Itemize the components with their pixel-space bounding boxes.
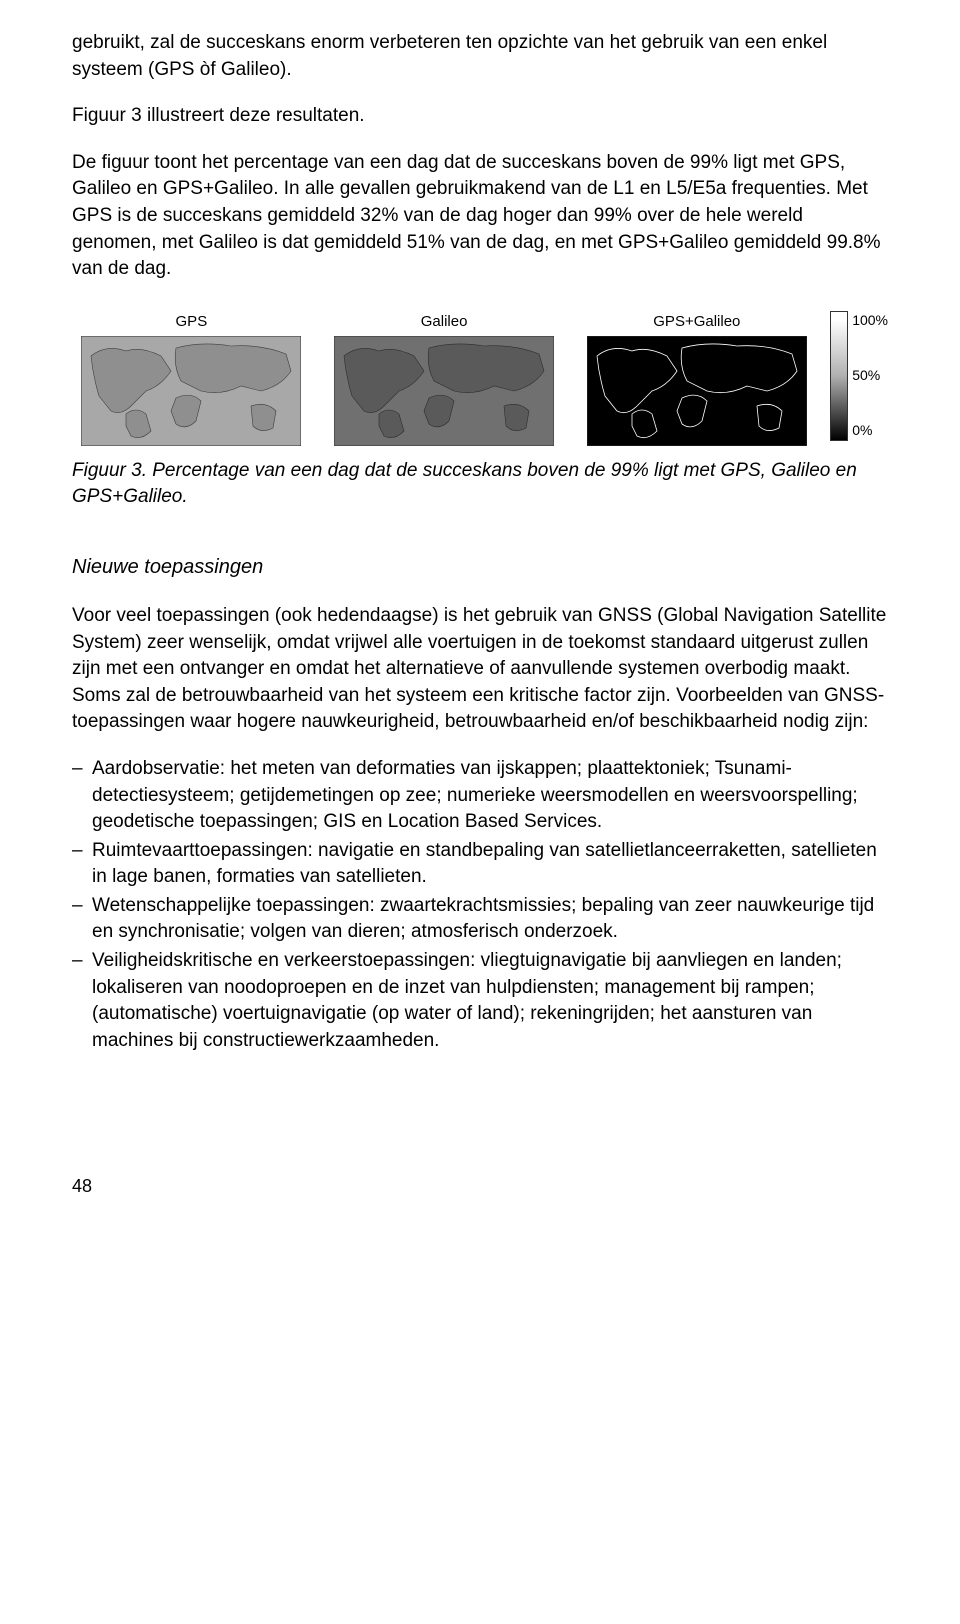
- list-text: Wetenschappelijke toepassingen: zwaartek…: [92, 893, 888, 946]
- scale-tick-mid: 50%: [852, 366, 888, 386]
- map-label-gps-galileo: GPS+Galileo: [653, 311, 740, 332]
- color-scale: 100% 50% 0%: [830, 311, 888, 441]
- map-label-galileo: Galileo: [421, 311, 468, 332]
- figure-3: GPS Galileo: [72, 311, 888, 511]
- list-text: Ruimtevaarttoepassingen: navigatie en st…: [92, 838, 888, 891]
- list-text: Aardobservatie: het meten van deformatie…: [92, 756, 888, 836]
- map-gps-galileo: GPS+Galileo: [577, 311, 816, 446]
- map-svg-gps-galileo: [587, 336, 807, 446]
- map-galileo: Galileo: [325, 311, 564, 446]
- section-intro: Voor veel toepassingen (ook hedendaagse)…: [72, 603, 888, 736]
- scale-tick-bottom: 0%: [852, 421, 888, 441]
- scale-tick-top: 100%: [852, 311, 888, 331]
- page-number: 48: [72, 1174, 888, 1199]
- map-svg-gps: [81, 336, 301, 446]
- scale-bar: [830, 311, 848, 441]
- bullet-dash: –: [72, 893, 92, 920]
- list-text: Veiligheidskritische en verkeerstoepassi…: [92, 948, 888, 1054]
- paragraph-intro-1: gebruikt, zal de succeskans enorm verbet…: [72, 30, 888, 83]
- map-label-gps: GPS: [176, 311, 208, 332]
- list-item: – Veiligheidskritische en verkeerstoepas…: [72, 948, 888, 1054]
- bullet-list: – Aardobservatie: het meten van deformat…: [72, 756, 888, 1055]
- bullet-dash: –: [72, 756, 92, 783]
- map-svg-galileo: [334, 336, 554, 446]
- list-item: – Wetenschappelijke toepassingen: zwaart…: [72, 893, 888, 946]
- list-item: – Aardobservatie: het meten van deformat…: [72, 756, 888, 836]
- maps-row: GPS Galileo: [72, 311, 888, 446]
- paragraph-intro-3: De figuur toont het percentage van een d…: [72, 150, 888, 283]
- list-item: – Ruimtevaarttoepassingen: navigatie en …: [72, 838, 888, 891]
- bullet-dash: –: [72, 838, 92, 865]
- section-title: Nieuwe toepassingen: [72, 553, 888, 581]
- figure-caption: Figuur 3. Percentage van een dag dat de …: [72, 458, 888, 511]
- bullet-dash: –: [72, 948, 92, 975]
- map-gps: GPS: [72, 311, 311, 446]
- paragraph-intro-2: Figuur 3 illustreert deze resultaten.: [72, 103, 888, 130]
- scale-ticks: 100% 50% 0%: [852, 311, 888, 441]
